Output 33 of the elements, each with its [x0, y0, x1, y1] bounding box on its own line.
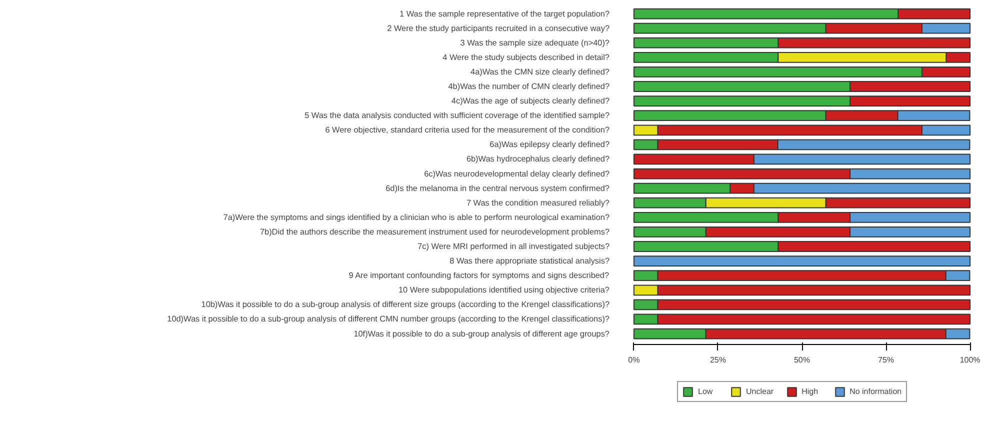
y-tick-label: 6 Were objective, standard criteria used for the measurement of the condition?: [325, 126, 610, 135]
x-tick-label: 0%: [628, 356, 640, 365]
y-tick-label: 3 Was the sample size adequate (n>40)?: [460, 38, 610, 48]
y-tick-label: 10b)Was it possible to do a sub-group analysis of different size groups (according to the Krengel classifications)?: [201, 300, 610, 310]
y-tick-label: 5 Was the data analysis conducted with sufficient coverage of the identified sample?: [304, 111, 610, 120]
y-tick-label: 10d)Was it possible to do a sub-group analysis of different CMN number groups (according to the Krengel classifications)?: [167, 314, 610, 324]
x-tick-label: 75%: [878, 356, 894, 365]
legend-label: No information: [850, 387, 902, 396]
x-tick-label: 100%: [960, 356, 980, 365]
legend-label: High: [802, 387, 820, 396]
y-tick-label: 7a)Were the symptoms and sings identified by a clinician who is able to perform neurological examination?: [223, 212, 610, 222]
y-tick-label: 7c) Were MRI performed in all investigated subjects?: [418, 242, 610, 251]
y-tick-label: 4c)Was the age of subjects clearly defined?: [451, 96, 610, 106]
y-tick-label: 4b)Was the number of CMN clearly defined?: [448, 82, 610, 91]
y-tick-label: 10f)Was it possible to do a sub-group analysis of different age groups?: [354, 329, 610, 338]
y-tick-label: 8 Was there appropriate statistical analysis?: [450, 256, 610, 266]
legend-label: Unclear: [746, 387, 774, 396]
y-tick-label: 1 Was the sample representative of the target population?: [400, 9, 610, 18]
y-tick-label: 2 Were the study participants recruited in a consecutive way?: [387, 24, 610, 33]
y-tick-label: 7 Was the condition measured reliably?: [466, 198, 610, 208]
y-tick-label: 6b)Was hydrocephalus clearly defined?: [466, 154, 610, 164]
y-tick-label: 6a)Was epilepsy clearly defined?: [490, 140, 610, 150]
y-tick-label: 4a)Was the CMN size clearly defined?: [470, 67, 610, 76]
y-tick-label: 6c)Was neurodevelopmental delay clearly defined?: [424, 169, 610, 178]
x-tick-label: 50%: [794, 356, 810, 365]
y-tick-label: 4 Were the study subjects described in detail?: [442, 52, 610, 62]
legend-label: Low: [698, 387, 714, 396]
y-tick-label: 10 Were subpopulations identified using objective criteria?: [398, 286, 610, 295]
y-tick-label: 7b)Did the authors describe the measurement instrument used for neurodevelopment problems?: [260, 227, 610, 236]
x-tick-label: 25%: [710, 356, 726, 365]
y-tick-label: 6d)Is the melanoma in the central nervous system confirmed?: [386, 184, 610, 193]
y-tick-label: 9 Are important confounding factors for symptoms and signs described?: [348, 271, 610, 280]
bar: [633, 256, 971, 266]
